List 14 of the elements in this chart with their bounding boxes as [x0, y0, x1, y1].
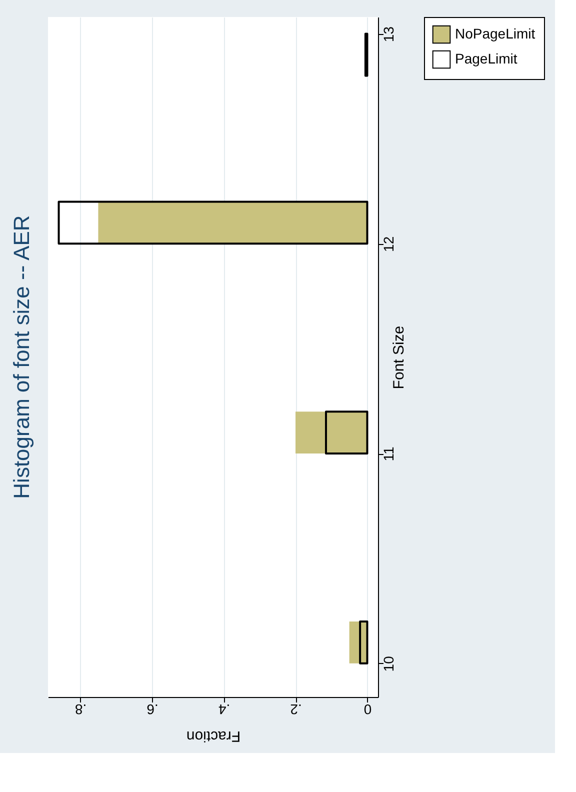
legend-label: PageLimit [455, 50, 518, 66]
x-tick-label: .6 [146, 702, 158, 718]
x-axis-title: Fraction [186, 728, 241, 744]
y-tick-label: 12 [380, 236, 396, 252]
x-tick-label: .4 [218, 702, 230, 718]
x-tick-label: 0 [364, 702, 372, 718]
y-tick-label: 13 [380, 26, 396, 42]
x-tick-label: .2 [290, 702, 302, 718]
y-axis-title: Font Size [390, 326, 408, 390]
text: Histogram of font size -- AER [9, 215, 34, 499]
x-tick-label: .8 [74, 702, 87, 718]
legend-label: NoPageLimit [455, 26, 536, 42]
y-tick-label: 11 [380, 446, 396, 462]
y-tick-label: 10 [380, 656, 396, 672]
